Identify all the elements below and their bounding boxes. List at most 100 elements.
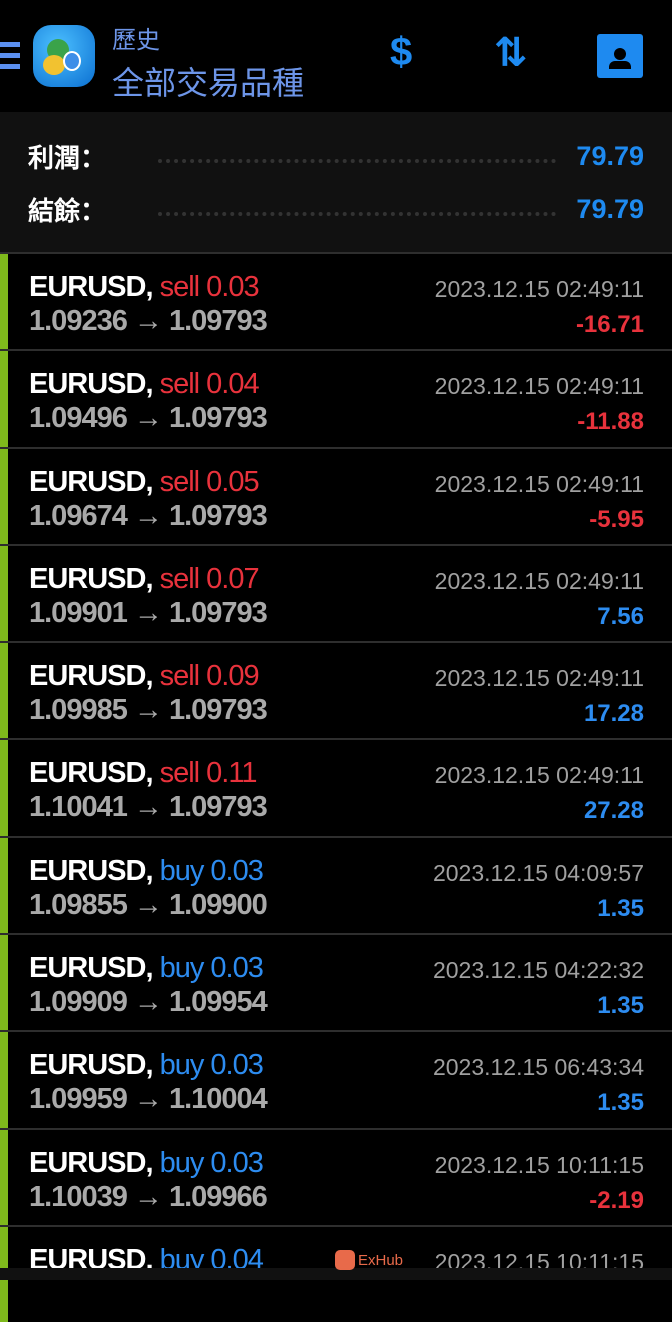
- trade-indicator-bar: [0, 351, 8, 447]
- trade-time: 2023.12.15 06:43:34: [432, 1054, 644, 1081]
- price-range: 1.09496 → 1.09793: [29, 402, 268, 435]
- trade-indicator-bar: [0, 448, 8, 544]
- trade-row[interactable]: EURUSD, sell 0.11 1.10041 → 1.09793 2023…: [0, 738, 672, 836]
- trade-title: EURUSD, sell 0.03: [29, 271, 260, 304]
- arrow-icon: →: [133, 499, 163, 532]
- trade-volume: 0.03: [210, 1146, 263, 1179]
- trade-profit: 7.56: [597, 602, 644, 630]
- trade-type: sell: [159, 562, 201, 595]
- symbol: EURUSD,: [29, 1146, 154, 1179]
- close-price: 1.09793: [168, 499, 268, 532]
- open-price: 1.09674: [29, 499, 128, 532]
- trade-volume: 0.03: [210, 1049, 263, 1082]
- trade-profit: 1.35: [597, 992, 644, 1020]
- trade-row[interactable]: EURUSD, sell 0.09 1.09985 → 1.09793 2023…: [0, 641, 672, 739]
- profit-value: 79.79: [576, 140, 644, 171]
- close-price: 1.09793: [168, 791, 268, 824]
- trade-title: EURUSD, buy 0.03: [29, 952, 264, 985]
- trade-time: 2023.12.15 02:49:11: [434, 665, 644, 692]
- trade-title: EURUSD, sell 0.07: [29, 562, 260, 596]
- trade-indicator-bar: [0, 545, 8, 642]
- balance-label: 結餘：: [28, 195, 107, 226]
- trade-time: 2023.12.15 02:49:11: [434, 373, 644, 400]
- trade-indicator-bar: [0, 740, 8, 836]
- trade-time: 2023.12.15 04:22:32: [432, 957, 644, 984]
- trade-indicator-bar: [0, 643, 8, 739]
- menu-icon[interactable]: [0, 42, 20, 72]
- watermark: ExHub: [335, 1250, 403, 1270]
- trade-type: sell: [159, 465, 201, 498]
- trade-row[interactable]: EURUSD, sell 0.03 1.09236 → 1.09793 2023…: [0, 252, 672, 350]
- trade-row[interactable]: EURUSD, buy 0.03 1.10039 → 1.09966 2023.…: [0, 1127, 672, 1225]
- trade-row[interactable]: EURUSD, buy 0.03 1.09909 → 1.09954 2023.…: [0, 933, 672, 1031]
- trade-profit: 1.35: [597, 894, 644, 922]
- symbol: EURUSD,: [29, 562, 154, 595]
- arrow-icon: →: [133, 1180, 163, 1213]
- trade-row[interactable]: EURUSD, sell 0.04 1.09496 → 1.09793 2023…: [0, 349, 672, 447]
- trade-type: buy: [159, 952, 205, 985]
- close-price: 1.09793: [168, 305, 268, 337]
- trade-indicator-bar: [0, 1129, 8, 1225]
- bottom-bar: [0, 1268, 672, 1280]
- trade-volume: 0.07: [206, 562, 259, 595]
- trade-title: EURUSD, buy 0.03: [29, 1146, 264, 1180]
- symbol: EURUSD,: [29, 271, 154, 303]
- dotted-leader: [158, 202, 557, 216]
- trade-row[interactable]: EURUSD, buy 0.03 1.09959 → 1.10004 2023.…: [0, 1030, 672, 1128]
- trade-row[interactable]: EURUSD, sell 0.05 1.09674 → 1.09793 2023…: [0, 446, 672, 544]
- symbol: EURUSD,: [29, 757, 154, 790]
- close-price: 1.09793: [168, 402, 268, 435]
- symbol: EURUSD,: [29, 1049, 154, 1082]
- trade-time: 2023.12.15 02:49:11: [434, 276, 644, 302]
- trade-indicator-bar: [0, 935, 8, 1031]
- trade-profit: 17.28: [583, 700, 644, 728]
- trade-row[interactable]: EURUSD, buy 0.03 1.09855 → 1.09900 2023.…: [0, 835, 672, 934]
- arrow-icon: →: [133, 986, 163, 1019]
- price-range: 1.09909 → 1.09954: [29, 986, 268, 1019]
- trade-title: EURUSD, sell 0.05: [29, 465, 260, 499]
- trade-type: sell: [159, 271, 201, 303]
- symbol-filter-title[interactable]: 全部交易品種: [112, 65, 305, 101]
- trade-type: buy: [159, 1146, 205, 1179]
- dotted-leader: [158, 149, 557, 163]
- open-price: 1.09909: [29, 986, 128, 1019]
- price-range: 1.10041 → 1.09793: [29, 791, 268, 824]
- arrow-icon: →: [133, 694, 163, 727]
- profit-row: 利潤： 79.79: [28, 136, 644, 176]
- trade-time: 2023.12.15 04:09:57: [432, 859, 644, 886]
- trade-list: EURUSD, sell 0.03 1.09236 → 1.09793 2023…: [0, 252, 672, 1322]
- trade-indicator-bar: [0, 1032, 8, 1128]
- price-range: 1.09901 → 1.09793: [29, 596, 268, 630]
- trade-title: EURUSD, sell 0.11: [29, 757, 257, 790]
- arrow-icon: →: [133, 791, 163, 824]
- trade-type: buy: [159, 1049, 205, 1082]
- app-header: 歷史 全部交易品種 $ ⇅: [0, 0, 672, 112]
- price-range: 1.09855 → 1.09900: [29, 888, 268, 922]
- trade-time: 2023.12.15 02:49:11: [434, 762, 644, 789]
- open-price: 1.09959: [29, 1083, 128, 1116]
- trade-title: EURUSD, buy 0.03: [29, 1049, 264, 1082]
- watermark-logo-icon: [335, 1250, 355, 1270]
- currency-exchange-icon[interactable]: $: [390, 30, 413, 74]
- trade-indicator-bar: [0, 254, 8, 350]
- trade-volume: 0.03: [206, 271, 259, 303]
- price-range: 1.09674 → 1.09793: [29, 499, 268, 533]
- open-price: 1.09901: [29, 596, 128, 629]
- symbol: EURUSD,: [29, 854, 154, 887]
- watermark-text: ExHub: [358, 1251, 404, 1269]
- open-price: 1.10039: [29, 1180, 128, 1213]
- arrow-icon: →: [133, 1083, 163, 1116]
- trade-row[interactable]: EURUSD, sell 0.07 1.09901 → 1.09793 2023…: [0, 543, 672, 642]
- calendar-icon[interactable]: [597, 34, 643, 78]
- trade-profit: -2.19: [589, 1186, 644, 1214]
- trade-type: buy: [159, 854, 205, 887]
- trade-volume: 0.03: [210, 854, 263, 887]
- close-price: 1.09900: [168, 888, 268, 921]
- trade-volume: 0.03: [210, 952, 263, 985]
- symbol: EURUSD,: [29, 952, 154, 985]
- sort-icon[interactable]: ⇅: [494, 31, 528, 75]
- trade-volume: 0.11: [206, 757, 257, 790]
- arrow-icon: →: [133, 402, 163, 435]
- trade-time: 2023.12.15 10:11:15: [434, 1151, 644, 1178]
- close-price: 1.09793: [168, 596, 268, 629]
